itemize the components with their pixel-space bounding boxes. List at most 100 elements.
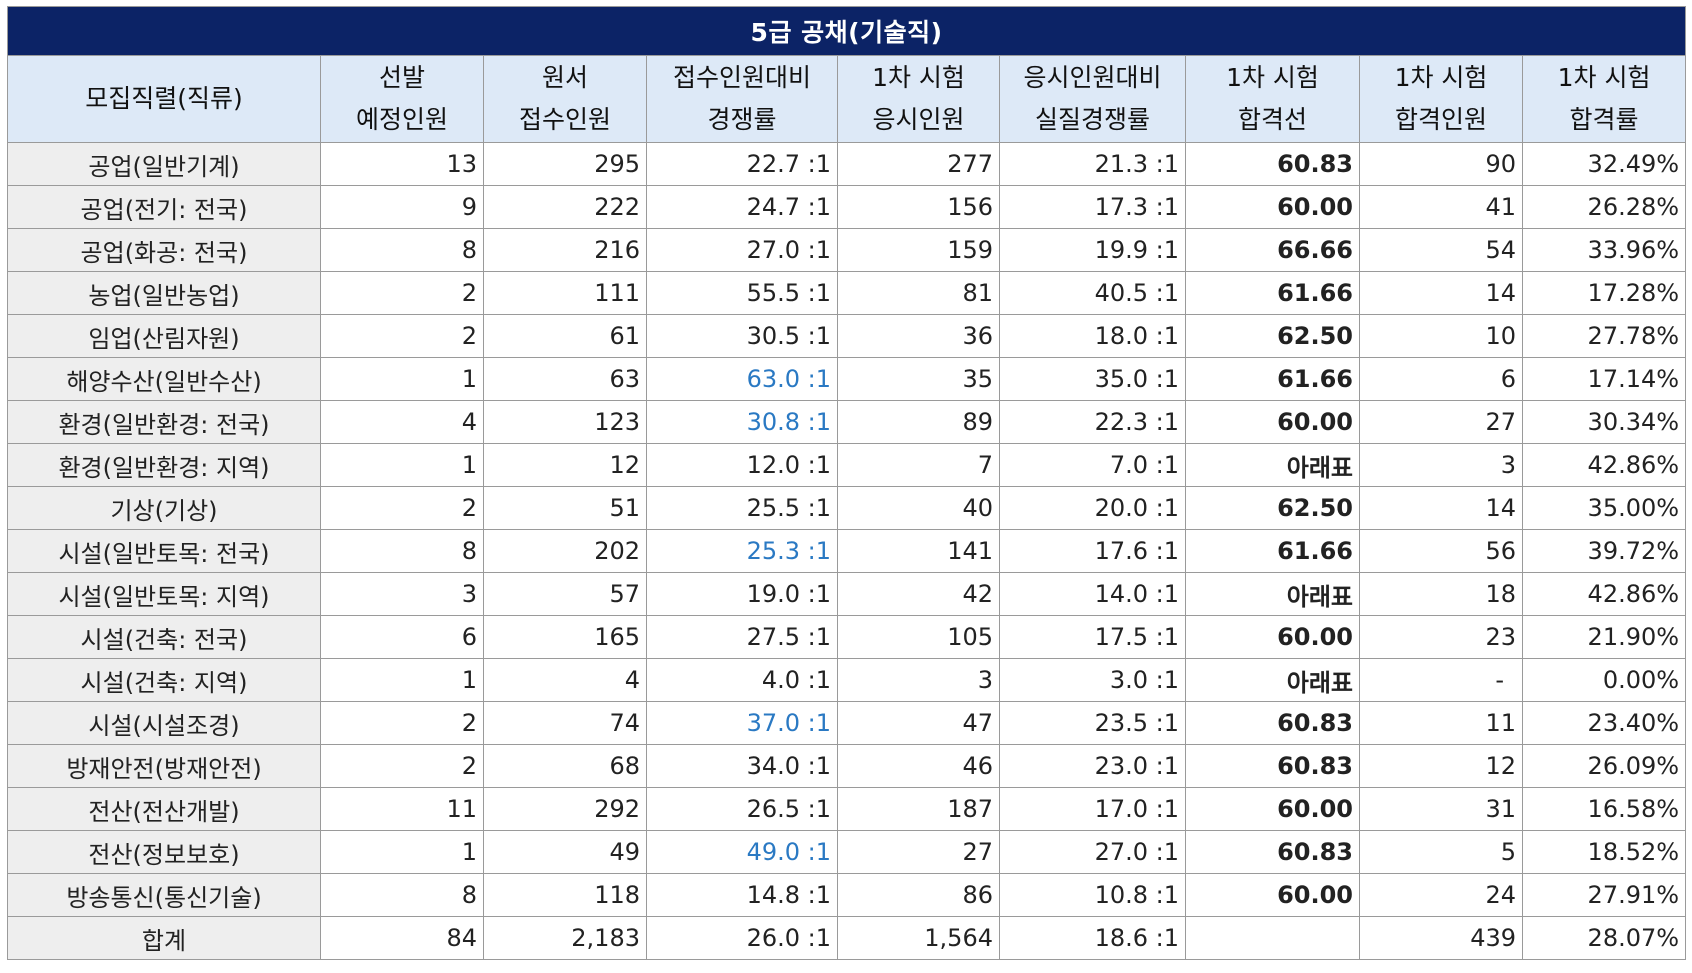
cell-planned: 2 xyxy=(320,744,484,788)
cell-rate: 32.49% xyxy=(1521,142,1687,186)
cell-cutoff: 61.66 xyxy=(1185,357,1360,401)
cell-planned: 8 xyxy=(320,228,484,272)
cell-cutoff: 아래표 xyxy=(1185,572,1360,616)
cell-ratio: 12.0 :1 xyxy=(646,443,838,487)
cell-real-ratio: 22.3 :1 xyxy=(999,400,1186,444)
cell-applied: 295 xyxy=(483,142,647,186)
table-row: 시설(건축: 지역) 1 4 4.0 :1 3 3.0 :1 아래표 -0.00% xyxy=(7,658,1687,702)
header-passed: 1차 시험 합격인원 xyxy=(1359,55,1523,143)
cell-real-ratio: 19.9 :1 xyxy=(999,228,1186,272)
total-row: 합계 84 2,183 26.0 :1 1,564 18.6 :1 439 28… xyxy=(7,916,1687,960)
cell-cutoff: 66.66 xyxy=(1185,228,1360,272)
header-ratio: 접수인원대비 경쟁률 xyxy=(646,55,838,143)
cell-rate: 17.28% xyxy=(1521,271,1687,315)
cell-exam: 36 xyxy=(837,314,1000,358)
table-row: 해양수산(일반수산) 1 63 63.0 :1 35 35.0 :1 61.66 6 17.14… xyxy=(7,357,1687,401)
cell-ratio: 25.5 :1 xyxy=(646,486,838,530)
total-real-ratio: 18.6 :1 xyxy=(999,916,1186,960)
cell-rate: 0.00% xyxy=(1521,658,1687,702)
cell-planned: 4 xyxy=(320,400,484,444)
cell-rate: 27.91% xyxy=(1521,873,1687,917)
cell-position: 기상(기상) xyxy=(7,486,321,530)
cell-passed: 6 xyxy=(1359,357,1523,401)
cell-real-ratio: 20.0 :1 xyxy=(999,486,1186,530)
cell-applied: 63 xyxy=(483,357,647,401)
cell-applied: 51 xyxy=(483,486,647,530)
table-row: 시설(일반토목: 전국) 8 202 25.3 :1 141 17.6 :1 61.66 56… xyxy=(7,529,1687,573)
table-row: 공업(전기: 전국) 9 222 24.7 :1 156 17.3 :1 60.00 41 26… xyxy=(7,185,1687,229)
cell-applied: 12 xyxy=(483,443,647,487)
cell-planned: 1 xyxy=(320,830,484,874)
cell-passed: 54 xyxy=(1359,228,1523,272)
cell-cutoff: 62.50 xyxy=(1185,314,1360,358)
cell-passed: - xyxy=(1359,658,1523,702)
cell-real-ratio: 23.5 :1 xyxy=(999,701,1186,745)
table-row: 전산(전산개발) 11 292 26.5 :1 187 17.0 :1 60.00 31 16.… xyxy=(7,787,1687,831)
cell-position: 해양수산(일반수산) xyxy=(7,357,321,401)
cell-cutoff: 아래표 xyxy=(1185,443,1360,487)
table-row: 전산(정보보호) 1 49 49.0 :1 27 27.0 :1 60.83 5 18.52% xyxy=(7,830,1687,874)
cell-real-ratio: 21.3 :1 xyxy=(999,142,1186,186)
cell-ratio: 22.7 :1 xyxy=(646,142,838,186)
cell-planned: 11 xyxy=(320,787,484,831)
cell-exam: 47 xyxy=(837,701,1000,745)
cell-passed: 24 xyxy=(1359,873,1523,917)
cell-real-ratio: 27.0 :1 xyxy=(999,830,1186,874)
cell-real-ratio: 14.0 :1 xyxy=(999,572,1186,616)
table-row: 방재안전(방재안전) 2 68 34.0 :1 46 23.0 :1 60.83 12 26.0… xyxy=(7,744,1687,788)
cell-exam: 46 xyxy=(837,744,1000,788)
cell-real-ratio: 7.0 :1 xyxy=(999,443,1186,487)
cell-position: 임업(산림자원) xyxy=(7,314,321,358)
cell-ratio: 24.7 :1 xyxy=(646,185,838,229)
cell-applied: 4 xyxy=(483,658,647,702)
cell-exam: 159 xyxy=(837,228,1000,272)
cell-planned: 1 xyxy=(320,443,484,487)
cell-position: 전산(정보보호) xyxy=(7,830,321,874)
cell-planned: 2 xyxy=(320,701,484,745)
cell-passed: 27 xyxy=(1359,400,1523,444)
cell-ratio: 55.5 :1 xyxy=(646,271,838,315)
cell-rate: 42.86% xyxy=(1521,572,1687,616)
cell-ratio: 27.5 :1 xyxy=(646,615,838,659)
cell-exam: 141 xyxy=(837,529,1000,573)
cell-ratio: 14.8 :1 xyxy=(646,873,838,917)
cell-real-ratio: 3.0 :1 xyxy=(999,658,1186,702)
cell-exam: 42 xyxy=(837,572,1000,616)
table-title: 5급 공채(기술직) xyxy=(6,6,1687,56)
total-passed: 439 xyxy=(1359,916,1523,960)
cell-exam: 105 xyxy=(837,615,1000,659)
cell-passed: 5 xyxy=(1359,830,1523,874)
cell-cutoff: 60.00 xyxy=(1185,185,1360,229)
cell-ratio: 37.0 :1 xyxy=(646,701,838,745)
cell-applied: 74 xyxy=(483,701,647,745)
cell-exam: 187 xyxy=(837,787,1000,831)
cell-rate: 18.52% xyxy=(1521,830,1687,874)
cell-ratio: 49.0 :1 xyxy=(646,830,838,874)
cell-cutoff: 60.83 xyxy=(1185,142,1360,186)
table-row: 기상(기상) 2 51 25.5 :1 40 20.0 :1 62.50 14 35.00% xyxy=(7,486,1687,530)
cell-real-ratio: 23.0 :1 xyxy=(999,744,1186,788)
cell-applied: 118 xyxy=(483,873,647,917)
cell-rate: 21.90% xyxy=(1521,615,1687,659)
cell-applied: 292 xyxy=(483,787,647,831)
cell-cutoff: 62.50 xyxy=(1185,486,1360,530)
cell-cutoff: 60.00 xyxy=(1185,873,1360,917)
cell-rate: 39.72% xyxy=(1521,529,1687,573)
table-row: 공업(일반기계) 13 295 22.7 :1 277 21.3 :1 60.83 90 32.… xyxy=(7,142,1687,186)
cell-ratio: 27.0 :1 xyxy=(646,228,838,272)
cell-real-ratio: 10.8 :1 xyxy=(999,873,1186,917)
cell-passed: 14 xyxy=(1359,486,1523,530)
cell-rate: 26.28% xyxy=(1521,185,1687,229)
cell-planned: 8 xyxy=(320,873,484,917)
cell-exam: 86 xyxy=(837,873,1000,917)
cell-real-ratio: 17.3 :1 xyxy=(999,185,1186,229)
total-ratio: 26.0 :1 xyxy=(646,916,838,960)
cell-cutoff: 60.00 xyxy=(1185,787,1360,831)
table-row: 방송통신(통신기술) 8 118 14.8 :1 86 10.8 :1 60.00 24 27.… xyxy=(7,873,1687,917)
cell-cutoff: 60.83 xyxy=(1185,830,1360,874)
spreadsheet: 5급 공채(기술직) 모집직렬(직류) 선발 예정인원 원서 접수인원 접수인원대비… xyxy=(6,6,1687,960)
cell-applied: 68 xyxy=(483,744,647,788)
cell-cutoff: 61.66 xyxy=(1185,271,1360,315)
cell-passed: 41 xyxy=(1359,185,1523,229)
cell-planned: 1 xyxy=(320,357,484,401)
